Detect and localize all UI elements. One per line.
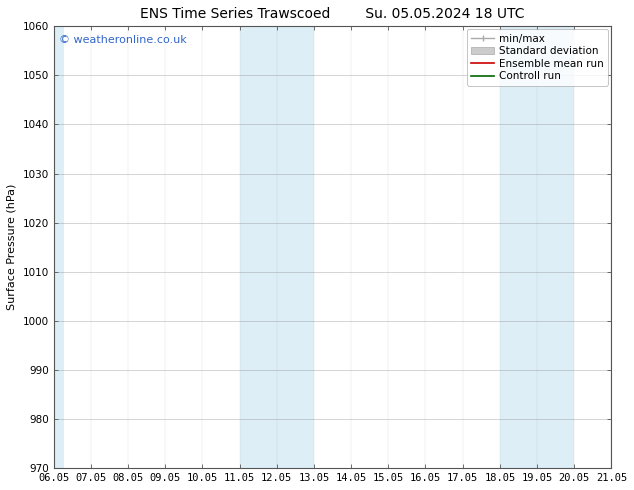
Bar [500,26,574,468]
Y-axis label: Surface Pressure (hPa): Surface Pressure (hPa) [7,184,17,311]
Bar [54,26,64,468]
Bar [240,26,314,468]
Legend: min/max, Standard deviation, Ensemble mean run, Controll run: min/max, Standard deviation, Ensemble me… [467,29,608,86]
Title: ENS Time Series Trawscoed        Su. 05.05.2024 18 UTC: ENS Time Series Trawscoed Su. 05.05.2024… [140,7,525,21]
Text: © weatheronline.co.uk: © weatheronline.co.uk [59,35,187,45]
